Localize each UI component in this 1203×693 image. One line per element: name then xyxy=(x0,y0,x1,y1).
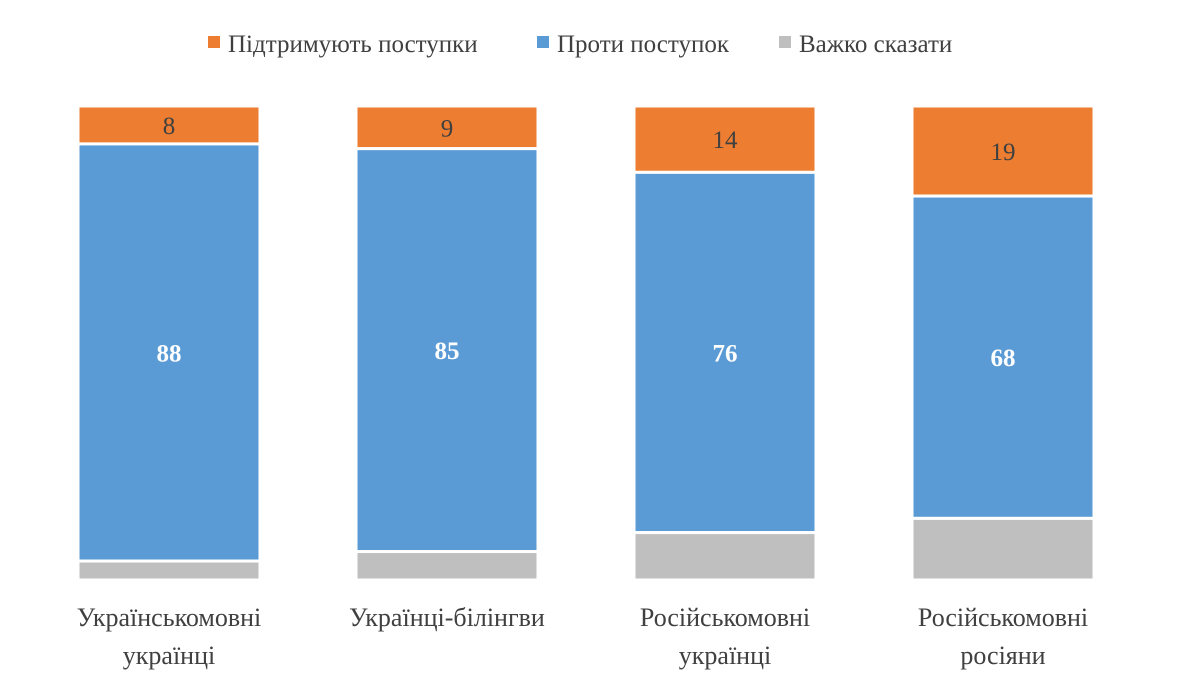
legend-swatch xyxy=(779,36,791,48)
bar-segment xyxy=(910,516,1096,582)
bar-segment xyxy=(910,194,1096,520)
category-label: Українськомовні xyxy=(77,603,262,632)
data-label: 19 xyxy=(991,139,1016,166)
category-label: Українці-білінгви xyxy=(349,603,545,632)
legend-swatch xyxy=(537,36,549,48)
data-label: 68 xyxy=(991,345,1016,372)
data-label: 9 xyxy=(441,115,454,142)
data-label: 85 xyxy=(435,338,460,365)
category-label: Російськомовні xyxy=(640,603,810,632)
data-label: 14 xyxy=(713,127,739,154)
data-label: 76 xyxy=(713,340,738,367)
legend-label: Підтримують поступки xyxy=(228,31,478,58)
bar-segment xyxy=(632,531,818,582)
legend-label: Проти поступок xyxy=(557,31,730,58)
category-label: українці xyxy=(123,641,215,670)
category-label: росіяни xyxy=(960,641,1045,670)
data-label: 88 xyxy=(157,340,182,367)
bar-segment xyxy=(76,559,262,582)
category-label: Російськомовні xyxy=(918,603,1088,632)
data-label: 8 xyxy=(163,113,176,140)
category-label: українці xyxy=(679,641,771,670)
bar-segment xyxy=(354,550,540,582)
legend-swatch xyxy=(208,36,220,48)
bar-segment xyxy=(354,147,540,554)
legend-label: Важко сказати xyxy=(799,31,952,58)
bar-segment xyxy=(76,142,262,563)
bar-segment xyxy=(632,170,818,535)
